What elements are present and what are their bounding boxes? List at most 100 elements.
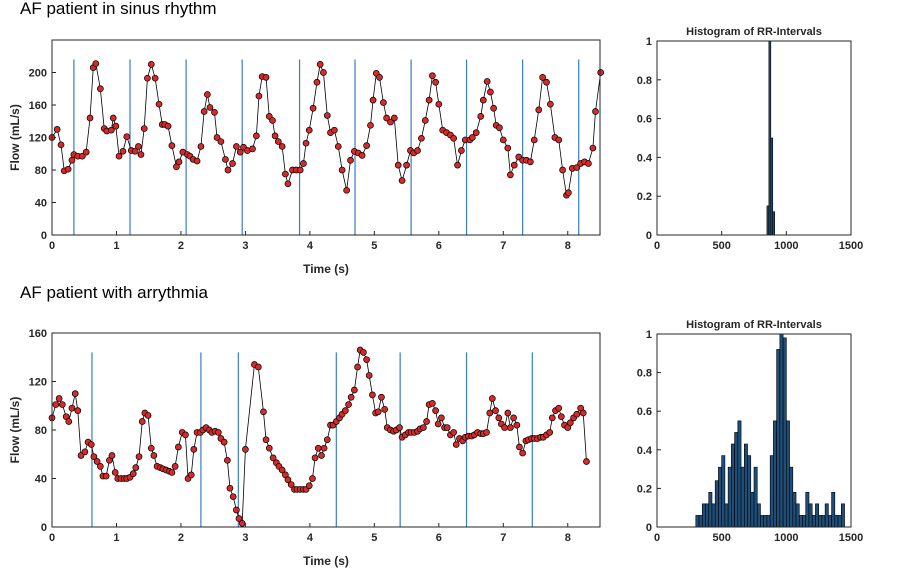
y-axis-label: Flow (mL/s) xyxy=(8,397,22,464)
bar xyxy=(718,466,722,528)
flow-point xyxy=(57,141,65,149)
bar xyxy=(805,491,810,528)
flow-point xyxy=(284,476,292,484)
flow-point xyxy=(434,420,442,428)
bar xyxy=(727,466,732,528)
flow-point xyxy=(102,472,110,480)
flow-point xyxy=(193,157,201,165)
bar xyxy=(772,211,775,236)
flow-line xyxy=(51,62,602,197)
bar xyxy=(724,503,729,528)
flow-point xyxy=(233,143,240,150)
flow-point xyxy=(123,133,131,141)
bar xyxy=(779,333,784,528)
flow-point xyxy=(429,72,436,80)
flow-point xyxy=(589,144,597,152)
flow-point xyxy=(323,436,331,444)
flow-point xyxy=(171,463,179,470)
flow-point xyxy=(265,444,273,452)
flow-point xyxy=(90,453,98,461)
flow-point xyxy=(592,108,599,115)
flow-point xyxy=(454,161,461,169)
bar xyxy=(795,503,800,528)
flow-point xyxy=(229,493,237,501)
flow-point xyxy=(378,393,385,401)
flow-point xyxy=(394,161,402,169)
bar xyxy=(773,420,777,528)
flow-point xyxy=(119,147,127,155)
flow-point xyxy=(138,418,146,425)
flow-point xyxy=(111,469,119,476)
bar xyxy=(840,503,845,528)
x-tick-label: 500 xyxy=(712,240,730,252)
flow-point xyxy=(53,126,61,133)
flow-point xyxy=(107,126,115,134)
flow-point xyxy=(302,139,310,147)
flow-point xyxy=(74,407,82,414)
flow-point xyxy=(144,412,152,419)
flow-point xyxy=(369,391,376,399)
flow-point xyxy=(579,409,587,417)
flow-point xyxy=(109,114,117,122)
bar xyxy=(698,515,703,528)
y-tick-label: 120 xyxy=(29,377,47,389)
bar xyxy=(837,515,842,528)
flow-point xyxy=(383,114,390,122)
flow-point xyxy=(343,186,350,194)
flow-point xyxy=(137,151,145,158)
flow-point xyxy=(363,356,370,364)
flow-point xyxy=(559,166,566,174)
y-tick-label: 0.4 xyxy=(637,445,653,457)
x-tick-label: 1 xyxy=(113,532,119,544)
flow-point xyxy=(168,469,176,476)
y-tick-label: 0.4 xyxy=(637,152,653,164)
y-tick-label: 1 xyxy=(646,329,652,341)
flow-point xyxy=(300,160,307,167)
flow-point xyxy=(423,418,430,425)
flow-point xyxy=(220,438,228,446)
chart: 0 500 1000 1500 0 0.2 0.4 0.6 0.8 1 Histogram of R… xyxy=(637,319,864,544)
flow-point xyxy=(381,406,389,413)
flow-point xyxy=(108,452,116,459)
flow-point xyxy=(309,104,317,112)
flow-point xyxy=(242,446,249,453)
flow-point xyxy=(236,148,244,156)
flow-point xyxy=(313,78,321,86)
bar xyxy=(789,466,794,528)
bar xyxy=(747,455,752,528)
x-tick-label: 7 xyxy=(500,240,506,252)
flow-point xyxy=(573,410,581,418)
flow-point xyxy=(253,132,260,140)
x-tick-label: 1000 xyxy=(774,532,798,544)
y-tick-label: 0 xyxy=(646,522,652,534)
bar xyxy=(695,515,700,528)
flow-point xyxy=(347,393,355,401)
chart: 0 500 1000 1500 0 0.2 0.4 0.6 0.8 1 Histogram of R… xyxy=(637,26,864,252)
flow-point xyxy=(115,152,123,160)
flow-point xyxy=(334,143,342,150)
y-tick-label: 0.8 xyxy=(637,368,652,380)
flow-point xyxy=(510,161,518,169)
flow-point xyxy=(418,134,425,142)
flow-point xyxy=(597,69,604,76)
flow-point xyxy=(429,399,436,407)
flow-point xyxy=(305,126,313,134)
bar xyxy=(711,503,716,528)
flow-point xyxy=(224,166,232,174)
y-tick-label: 40 xyxy=(35,474,47,486)
bar xyxy=(763,515,768,528)
flow-point xyxy=(483,78,491,85)
bar xyxy=(743,443,748,528)
flow-point xyxy=(557,413,565,421)
flow-point xyxy=(421,117,429,124)
flow-point xyxy=(97,85,104,93)
flow-point xyxy=(468,134,476,141)
flow-point xyxy=(398,177,406,184)
plot-frame xyxy=(656,333,852,528)
flow-point xyxy=(71,390,79,397)
x-tick-label: 3 xyxy=(242,240,248,252)
flow-point xyxy=(132,464,140,471)
y-tick-label: 80 xyxy=(35,165,47,177)
y-tick-label: 160 xyxy=(29,100,47,112)
